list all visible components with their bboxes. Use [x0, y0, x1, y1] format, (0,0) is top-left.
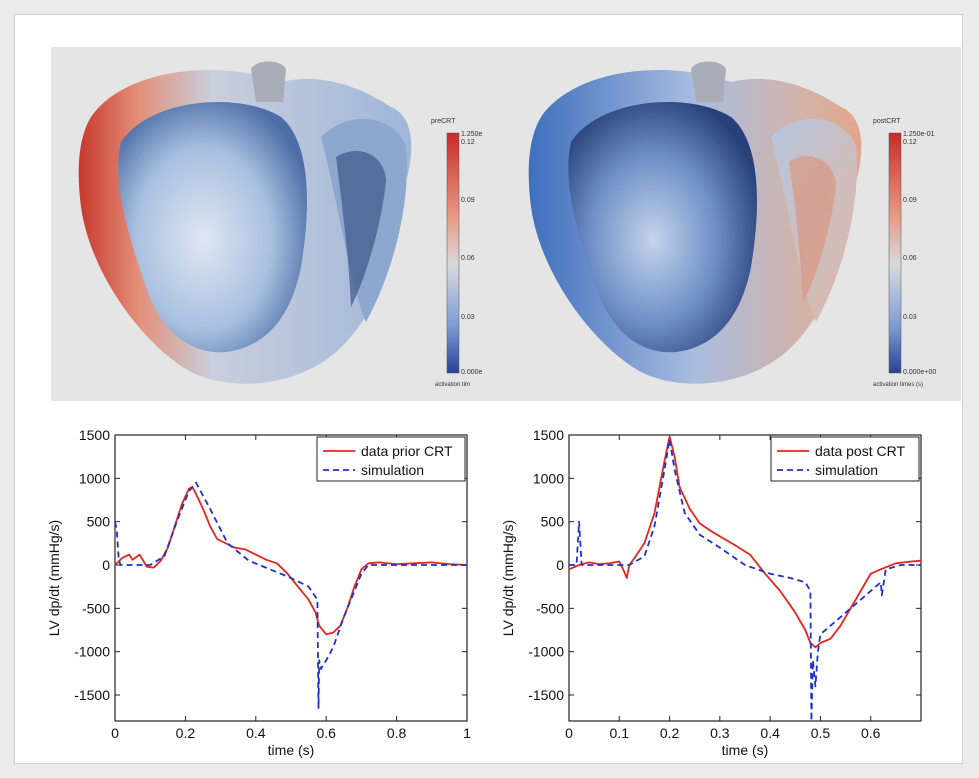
line-chart-prior-crt: 0 0.2 0.4 0.6 0.8 1 1500 1000 500 0 -500 -1000 -1500… [46, 427, 471, 758]
x-tick-label: 0.1 [610, 725, 630, 741]
colorbar-postcrt-tick: 0.09 [903, 197, 917, 204]
y-tick-label: 1500 [79, 427, 110, 443]
x-tick-label: 0.4 [246, 725, 266, 741]
series-line-data [568, 435, 922, 649]
y-tick-label: -1000 [528, 644, 564, 660]
y-tick-label: 0 [556, 557, 564, 573]
series-line-simulation [114, 481, 467, 709]
y-axis-label: LV dp/dt (mmHg/s) [500, 520, 516, 636]
colorbar-precrt-tick: 0.12 [461, 139, 475, 146]
rv-inner-precrt [336, 151, 386, 307]
colorbar-precrt-caption: activation tim [435, 382, 470, 388]
legend-box [770, 436, 920, 482]
x-tick-label: 0.2 [176, 725, 196, 741]
legend-label: simulation [815, 462, 878, 478]
colorbar-postcrt-bottom: 0.000e+00 [903, 369, 936, 376]
x-tick-label: 0.8 [387, 725, 407, 741]
heart-panel: preCRT 1.250e 0.12 0.09 0.06 0.03 0.000e… [51, 47, 961, 401]
y-tick-label: -500 [82, 600, 110, 616]
series-line-data [114, 486, 468, 636]
y-tick-label: 1500 [533, 427, 564, 443]
legend-label: data post CRT [815, 443, 905, 459]
colorbar-precrt: preCRT 1.250e 0.12 0.09 0.06 0.03 0.000e… [431, 118, 483, 388]
colorbar-precrt-tick: 0.06 [461, 255, 475, 262]
colorbar-precrt-title: preCRT [431, 118, 456, 125]
colorbar-postcrt-top: 1.250e-01 [903, 131, 935, 138]
lv-cavity-precrt [118, 102, 307, 353]
figure-frame: preCRT 1.250e 0.12 0.09 0.06 0.03 0.000e… [14, 14, 963, 764]
x-tick-label: 0.4 [760, 725, 780, 741]
colorbar-postcrt-tick: 0.12 [903, 139, 917, 146]
y-tick-label: 0 [102, 557, 110, 573]
y-tick-label: -1500 [528, 687, 564, 703]
colorbar-postcrt: postCRT 1.250e-01 0.12 0.09 0.06 0.03 0.… [873, 118, 936, 388]
colorbar-precrt-tick: 0.09 [461, 197, 475, 204]
line-chart-post-crt: 0 0.1 0.2 0.3 0.4 0.5 0.6 1500 1000 500 0 -500 -1000… [500, 427, 922, 758]
y-tick-label: -1000 [74, 644, 110, 660]
y-axis-label: LV dp/dt (mmHg/s) [46, 520, 62, 636]
x-axis-label: time (s) [268, 742, 315, 758]
y-tick-label: 500 [87, 514, 111, 530]
rv-inner-postcrt [789, 156, 836, 302]
legend-box [316, 436, 466, 482]
colorbar-postcrt-caption: activation times (s) [873, 382, 923, 388]
y-tick-label: 1000 [533, 470, 564, 486]
colorbar-postcrt-tick: 0.03 [903, 314, 917, 321]
valve-postcrt [691, 61, 726, 102]
x-tick-label: 1 [463, 725, 471, 741]
colorbar-precrt-tick: 0.03 [461, 314, 475, 321]
series-line-simulation [569, 438, 921, 722]
legend: data post CRT simulation [770, 436, 920, 482]
x-tick-label: 0.6 [316, 725, 336, 741]
lv-cavity-postcrt [568, 102, 757, 353]
heart-models: preCRT 1.250e 0.12 0.09 0.06 0.03 0.000e… [78, 61, 936, 388]
colorbar-postcrt-tick: 0.06 [903, 255, 917, 262]
x-tick-label: 0.5 [811, 725, 831, 741]
colorbar-precrt-gradient [446, 132, 460, 374]
colorbar-precrt-top: 1.250e [461, 131, 483, 138]
y-tick-label: 500 [541, 514, 565, 530]
y-tick-label: 1000 [79, 470, 110, 486]
y-tick-label: -500 [536, 600, 564, 616]
x-tick-label: 0 [565, 725, 573, 741]
valve-precrt [251, 61, 286, 102]
x-tick-label: 0.3 [710, 725, 730, 741]
legend-label: data prior CRT [361, 443, 453, 459]
colorbar-precrt-bottom: 0.000e [461, 369, 483, 376]
x-tick-label: 0 [111, 725, 119, 741]
legend: data prior CRT simulation [316, 436, 466, 482]
x-tick-label: 0.6 [861, 725, 881, 741]
x-axis-label: time (s) [722, 742, 769, 758]
y-tick-label: -1500 [74, 687, 110, 703]
colorbar-postcrt-gradient [888, 132, 902, 374]
heart-postcrt [528, 61, 862, 384]
heart-precrt [78, 61, 412, 384]
legend-label: simulation [361, 462, 424, 478]
colorbar-postcrt-title: postCRT [873, 118, 901, 125]
x-tick-label: 0.2 [660, 725, 680, 741]
